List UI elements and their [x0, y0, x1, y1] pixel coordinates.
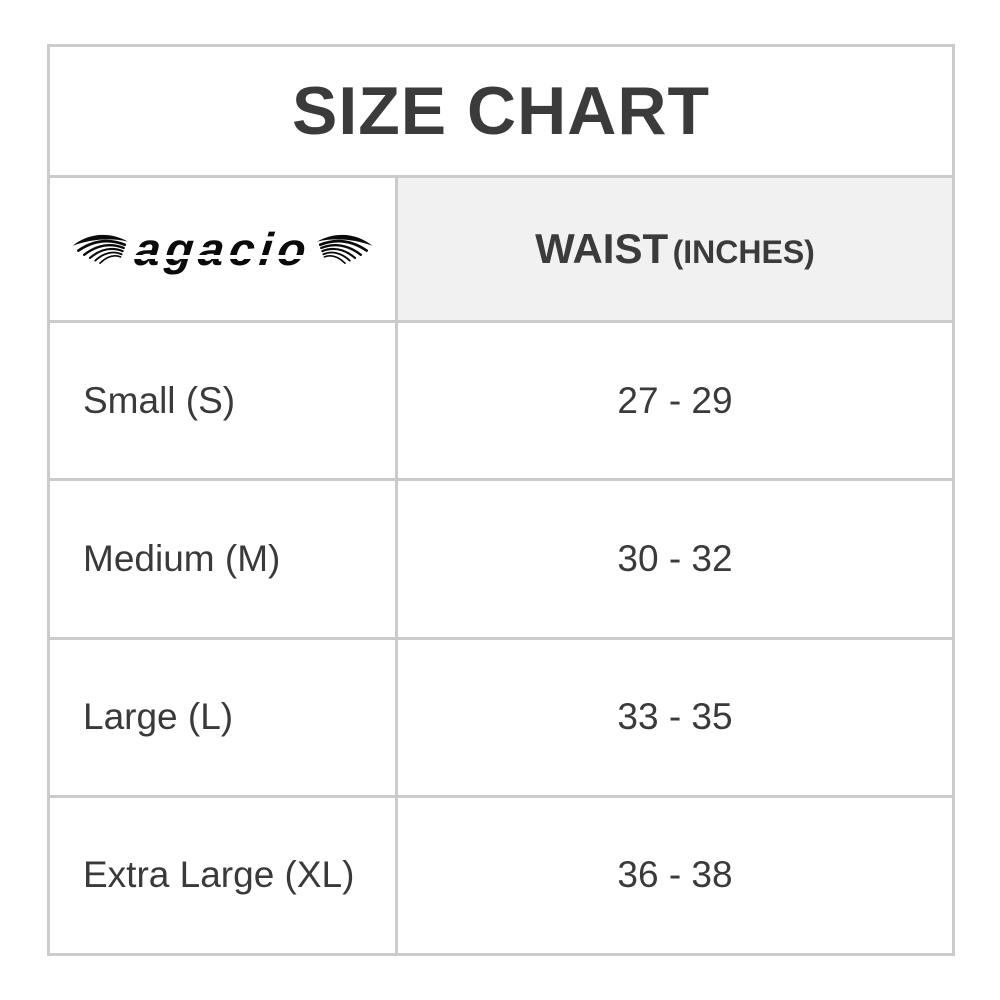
size-cell: Extra Large (XL)	[50, 797, 398, 953]
waist-value: 36 - 38	[617, 854, 733, 896]
table-row-small: Small (S) 27 - 29	[50, 323, 952, 479]
waist-cell: 27 - 29	[398, 323, 952, 479]
waist-header-cell: WAIST (INCHES)	[398, 178, 952, 320]
size-cell: Medium (M)	[50, 481, 398, 637]
size-cell: Large (L)	[50, 639, 398, 795]
waist-cell: 36 - 38	[398, 797, 952, 953]
title-row: SIZE CHART	[50, 47, 952, 178]
size-label: Large (L)	[83, 696, 234, 738]
page-title: SIZE CHART	[292, 73, 710, 149]
size-label: Small (S)	[83, 379, 236, 421]
table-header-row: agacio WAIST (INCHES)	[50, 178, 952, 323]
size-label: Medium (M)	[83, 537, 281, 579]
size-label: Extra Large (XL)	[83, 854, 355, 896]
waist-value: 30 - 32	[617, 537, 733, 579]
waist-value: 27 - 29	[617, 379, 733, 421]
brand-name-text: agacio	[131, 223, 314, 275]
table-row-large: Large (L) 33 - 35	[50, 636, 952, 795]
size-cell: Small (S)	[50, 323, 398, 479]
waist-header-sub: (INCHES)	[672, 234, 815, 270]
waist-value: 33 - 35	[617, 696, 733, 738]
table-row-extra-large: Extra Large (XL) 36 - 38	[50, 794, 952, 953]
wing-left-icon	[72, 234, 128, 265]
waist-header-main: WAIST	[535, 225, 669, 272]
waist-header-label: WAIST (INCHES)	[535, 225, 815, 273]
table-row-medium: Medium (M) 30 - 32	[50, 478, 952, 637]
waist-cell: 33 - 35	[398, 639, 952, 795]
brand-logo: agacio	[71, 223, 375, 275]
size-chart-table: SIZE CHART agacio	[47, 44, 955, 956]
waist-cell: 30 - 32	[398, 481, 952, 637]
wing-right-icon	[317, 234, 373, 265]
brand-header-cell: agacio	[50, 178, 398, 320]
brand-name: agacio	[127, 223, 317, 275]
